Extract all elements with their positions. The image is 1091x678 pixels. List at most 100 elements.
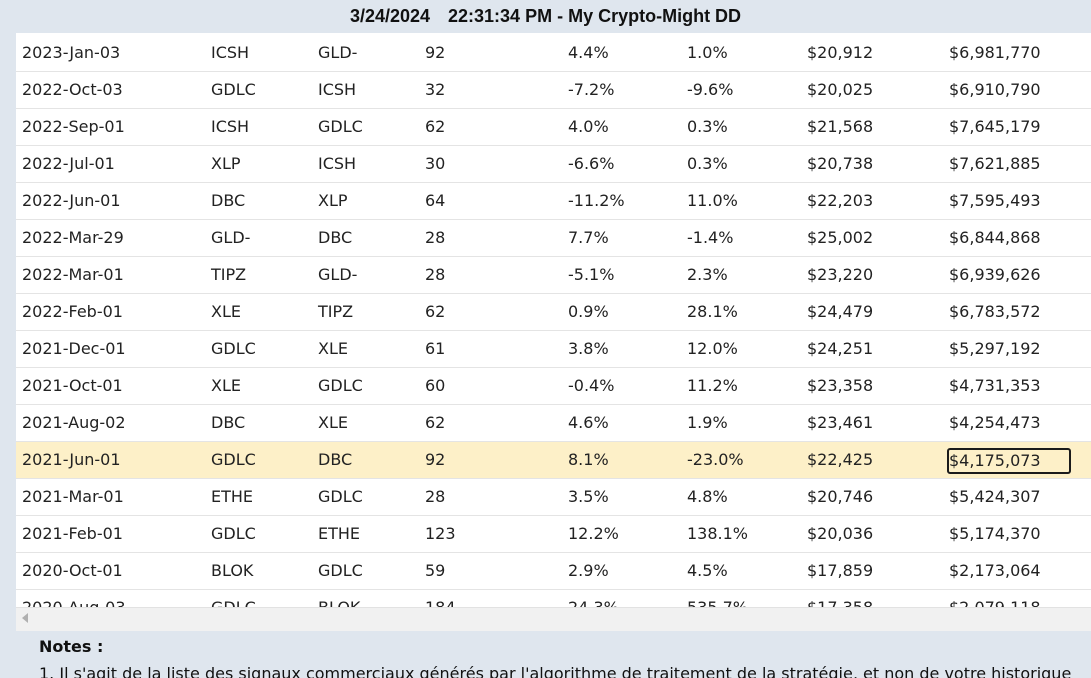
change-cell[interactable]: -23.0%: [687, 450, 744, 469]
date-cell[interactable]: 2022-Jul-01: [22, 154, 115, 173]
date-cell[interactable]: 2021-Dec-01: [22, 339, 126, 358]
balance-cell[interactable]: $6,783,572: [949, 302, 1041, 321]
trade-cell[interactable]: $24,251: [807, 339, 874, 358]
buy-cell[interactable]: DBC: [318, 228, 353, 247]
table-row[interactable]: 2022-Sep-01 ICSH GDLC 62 4.0% 0.3% $21,568 $7,6…: [16, 109, 1091, 146]
balance-cell[interactable]: $7,621,885: [949, 154, 1041, 173]
table-row[interactable]: 2021-Oct-01 XLE GDLC 60 -0.4% 11.2% $23,358 $4,…: [16, 368, 1091, 405]
change-cell[interactable]: -1.4%: [687, 228, 734, 247]
date-cell[interactable]: 2022-Jun-01: [22, 191, 121, 210]
change-cell[interactable]: 11.0%: [687, 191, 738, 210]
balance-cell[interactable]: $6,844,868: [949, 228, 1041, 247]
buy-cell[interactable]: GDLC: [318, 117, 363, 136]
table-row[interactable]: 2022-Jul-01 XLP ICSH 30 -6.6% 0.3% $20,738 $7,6…: [16, 146, 1091, 183]
change-cell[interactable]: 11.2%: [687, 376, 738, 395]
days-cell[interactable]: 28: [425, 487, 446, 506]
trade-cell[interactable]: $23,220: [807, 265, 874, 284]
return-cell[interactable]: -6.6%: [568, 154, 615, 173]
trade-cell[interactable]: $20,746: [807, 487, 874, 506]
return-cell[interactable]: 3.5%: [568, 487, 609, 506]
table-row[interactable]: 2022-Mar-29 GLD- DBC 28 7.7% -1.4% $25,002 $6,8…: [16, 220, 1091, 257]
table-row[interactable]: 2022-Mar-01 TIPZ GLD- 28 -5.1% 2.3% $23,220 $6,…: [16, 257, 1091, 294]
trade-cell[interactable]: $25,002: [807, 228, 874, 247]
sell-cell[interactable]: ETHE: [211, 487, 254, 506]
days-cell[interactable]: 59: [425, 561, 446, 580]
change-cell[interactable]: 4.8%: [687, 487, 728, 506]
days-cell[interactable]: 92: [425, 43, 446, 62]
days-cell[interactable]: 60: [425, 376, 446, 395]
days-cell[interactable]: 61: [425, 339, 446, 358]
date-cell[interactable]: 2023-Jan-03: [22, 43, 121, 62]
change-cell[interactable]: 2.3%: [687, 265, 728, 284]
days-cell[interactable]: 28: [425, 228, 446, 247]
days-cell[interactable]: 123: [425, 524, 456, 543]
date-cell[interactable]: 2022-Mar-29: [22, 228, 124, 247]
trade-cell[interactable]: $20,912: [807, 43, 874, 62]
days-cell[interactable]: 62: [425, 302, 446, 321]
balance-cell[interactable]: $7,645,179: [949, 117, 1041, 136]
days-cell[interactable]: 30: [425, 154, 446, 173]
horizontal-scrollbar[interactable]: [16, 607, 1091, 631]
trade-cell[interactable]: $24,479: [807, 302, 874, 321]
days-cell[interactable]: 92: [425, 450, 446, 469]
return-cell[interactable]: 4.4%: [568, 43, 609, 62]
days-cell[interactable]: 184: [425, 590, 456, 607]
change-cell[interactable]: 1.9%: [687, 413, 728, 432]
sell-cell[interactable]: GDLC: [211, 590, 256, 607]
table-row[interactable]: 2021-Jun-01 GDLC DBC 92 8.1% -23.0% $22,425 $4,…: [16, 442, 1091, 479]
sell-cell[interactable]: GDLC: [211, 80, 256, 99]
change-cell[interactable]: -9.6%: [687, 80, 734, 99]
trade-cell[interactable]: $17,358: [807, 590, 873, 607]
buy-cell[interactable]: BLOK: [318, 590, 360, 607]
date-cell[interactable]: 2020-Aug-03: [22, 590, 126, 607]
buy-cell[interactable]: GDLC: [318, 487, 363, 506]
table-row[interactable]: 2023-Jan-03 ICSH GLD- 92 4.4% 1.0% $20,912 $6,9…: [16, 35, 1091, 72]
table-row[interactable]: 2021-Dec-01 GDLC XLE 61 3.8% 12.0% $24,251 $5,2…: [16, 331, 1091, 368]
sell-cell[interactable]: GDLC: [211, 524, 256, 543]
date-cell[interactable]: 2021-Jun-01: [22, 450, 121, 469]
date-cell[interactable]: 2021-Mar-01: [22, 487, 124, 506]
date-cell[interactable]: 2022-Feb-01: [22, 302, 123, 321]
balance-cell[interactable]: $5,174,370: [949, 524, 1041, 543]
buy-cell[interactable]: ICSH: [318, 154, 357, 173]
sell-cell[interactable]: TIPZ: [211, 265, 247, 284]
return-cell[interactable]: 24.3%: [568, 590, 619, 607]
return-cell[interactable]: -11.2%: [568, 191, 625, 210]
sell-cell[interactable]: XLE: [211, 302, 241, 321]
buy-cell[interactable]: TIPZ: [318, 302, 354, 321]
change-cell[interactable]: 4.5%: [687, 561, 728, 580]
table-row[interactable]: 2021-Mar-01 ETHE GDLC 28 3.5% 4.8% $20,746 $5,4…: [16, 479, 1091, 516]
trade-cell[interactable]: $22,425: [807, 450, 874, 469]
days-cell[interactable]: 62: [425, 117, 446, 136]
date-cell[interactable]: 2021-Aug-02: [22, 413, 126, 432]
buy-cell[interactable]: XLE: [318, 339, 348, 358]
change-cell[interactable]: 0.3%: [687, 154, 728, 173]
buy-cell[interactable]: XLE: [318, 413, 348, 432]
balance-cell[interactable]: $4,175,073: [947, 448, 1071, 474]
sell-cell[interactable]: GDLC: [211, 450, 256, 469]
date-cell[interactable]: 2022-Mar-01: [22, 265, 124, 284]
balance-cell[interactable]: $5,424,307: [949, 487, 1041, 506]
return-cell[interactable]: 7.7%: [568, 228, 609, 247]
date-cell[interactable]: 2021-Feb-01: [22, 524, 123, 543]
buy-cell[interactable]: ETHE: [318, 524, 361, 543]
balance-cell[interactable]: $4,731,353: [949, 376, 1041, 395]
date-cell[interactable]: 2022-Oct-03: [22, 80, 123, 99]
balance-cell[interactable]: $7,595,493: [949, 191, 1041, 210]
table-row[interactable]: 2022-Feb-01 XLE TIPZ 62 0.9% 28.1% $24,479 $6,7…: [16, 294, 1091, 331]
date-cell[interactable]: 2020-Oct-01: [22, 561, 123, 580]
balance-cell[interactable]: $4,254,473: [949, 413, 1041, 432]
change-cell[interactable]: 28.1%: [687, 302, 738, 321]
sell-cell[interactable]: ICSH: [211, 117, 250, 136]
balance-cell[interactable]: $6,939,626: [949, 265, 1041, 284]
sell-cell[interactable]: ICSH: [211, 43, 250, 62]
buy-cell[interactable]: GLD-: [318, 43, 358, 62]
days-cell[interactable]: 64: [425, 191, 446, 210]
change-cell[interactable]: 0.3%: [687, 117, 728, 136]
buy-cell[interactable]: GLD-: [318, 265, 358, 284]
return-cell[interactable]: 0.9%: [568, 302, 609, 321]
return-cell[interactable]: 8.1%: [568, 450, 609, 469]
buy-cell[interactable]: ICSH: [318, 80, 357, 99]
scrollbar-thumb[interactable]: [38, 614, 1083, 624]
table-row[interactable]: 2021-Aug-02 DBC XLE 62 4.6% 1.9% $23,461 $4,254…: [16, 405, 1091, 442]
